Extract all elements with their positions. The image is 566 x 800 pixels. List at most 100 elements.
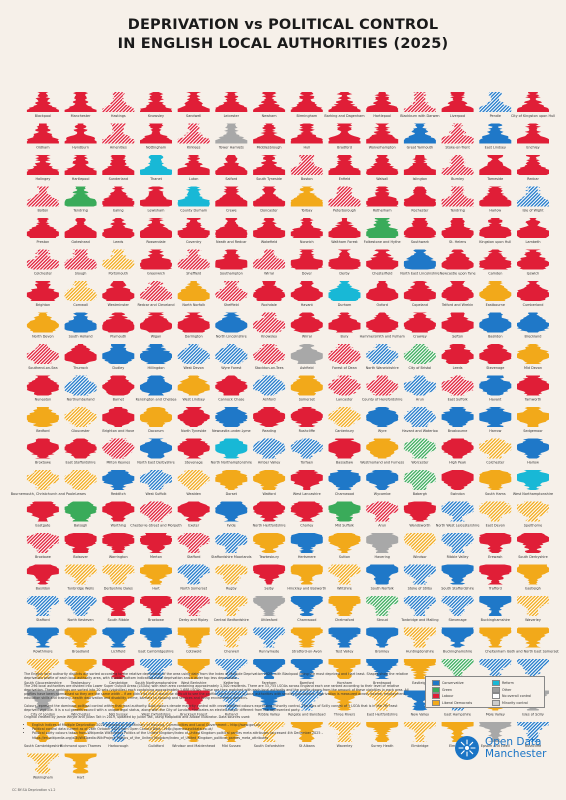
- deprivation-profile-shape: [64, 92, 97, 112]
- deprivation-profile-shape: [140, 501, 172, 522]
- authority-cell: Rutland: [215, 690, 248, 717]
- deprivation-profile-shape: [328, 596, 361, 616]
- authority-cell: Buckinghamshire: [441, 627, 474, 654]
- authority-label: Middlesbrough: [257, 146, 282, 150]
- authority-label: Worcester: [411, 461, 429, 465]
- authority-cell: Bedford: [26, 407, 59, 433]
- authority-cell: Lewisham: [140, 186, 172, 213]
- deprivation-profile-shape: [479, 501, 512, 522]
- deprivation-profile-shape: [517, 659, 549, 679]
- authority-cell: South Hams: [479, 470, 512, 496]
- authority-label: Mid Sussex: [222, 744, 241, 748]
- authority-label: Wakefield: [261, 240, 277, 244]
- authority-label: Wycombe: [374, 492, 391, 496]
- authority-label: Tunbridge Wells: [66, 587, 94, 591]
- deprivation-profile-shape: [215, 501, 248, 522]
- authority-label: Fareham: [262, 681, 277, 685]
- authority-label: East Suffolk: [448, 398, 468, 402]
- authority-cell: Norwich: [290, 218, 323, 244]
- authority-cell: North East Lincolnshire: [400, 249, 440, 276]
- deprivation-profile-shape: [64, 249, 97, 270]
- authority-label: Watford: [262, 492, 275, 496]
- authority-cell: Camden: [479, 249, 512, 276]
- authority-label: Sandwell: [186, 114, 201, 118]
- authority-cell: Broadland: [64, 627, 97, 654]
- deprivation-profile-shape: [64, 407, 97, 427]
- authority-label: Stockton-on-Tees: [255, 366, 284, 370]
- deprivation-profile-shape: [26, 375, 59, 396]
- deprivation-profile-shape: [290, 186, 323, 207]
- deprivation-profile-shape: [328, 659, 361, 679]
- authority-cell: Sefton: [441, 312, 474, 339]
- deprivation-profile-shape: [403, 186, 436, 207]
- deprivation-profile-shape: [177, 186, 210, 207]
- deprivation-profile-shape: [290, 312, 323, 333]
- authority-cell: Hertsmere: [290, 533, 323, 559]
- authority-label: New Valley: [411, 713, 430, 717]
- authority-cell: West Suffolk: [140, 470, 172, 496]
- authority-label: Epsom and Ewell: [481, 744, 510, 748]
- authority-label: Barnet: [113, 398, 125, 402]
- deprivation-profile-shape: [177, 344, 210, 364]
- deprivation-profile-shape: [441, 564, 474, 585]
- authority-cell: South Derbyshire: [517, 533, 549, 559]
- authority-label: Burnley: [451, 177, 464, 181]
- authority-cell: Redcar and Cleveland: [137, 281, 175, 307]
- authority-label: Lancaster: [336, 398, 353, 402]
- authority-label: Merton: [150, 555, 162, 559]
- deprivation-profile-shape: [290, 501, 323, 522]
- authority-label: Swindon: [450, 492, 464, 496]
- authority-label: East Staffordshire: [66, 461, 96, 465]
- authority-label: Blackpool: [35, 114, 51, 118]
- authority-label: Tewkesbury: [258, 555, 279, 559]
- authority-label: Norwich: [300, 240, 314, 244]
- authority-cell: Selby: [253, 564, 286, 591]
- authority-label: South Ribble: [108, 618, 130, 622]
- authority-cell: Ashfield: [290, 344, 323, 370]
- deprivation-profile-shape: [26, 627, 59, 648]
- authority-label: Redcar: [527, 177, 539, 181]
- authority-cell: Cheltenham: [479, 627, 512, 654]
- authority-label: Harrow: [489, 429, 501, 433]
- deprivation-profile-shape: [140, 659, 172, 679]
- authority-cell: Sutton: [328, 533, 361, 559]
- authority-cell: Mid Suffolk: [328, 501, 361, 528]
- authority-label: Thurrock: [72, 366, 88, 370]
- deprivation-profile-shape: [479, 375, 512, 396]
- deprivation-profile-shape: [441, 627, 474, 648]
- authority-label: Harborough: [108, 744, 128, 748]
- deprivation-profile-shape: [366, 249, 399, 270]
- authority-cell: Derby: [328, 249, 361, 276]
- authority-cell: City of Bristol: [403, 344, 436, 370]
- authority-label: Mid Sussex: [109, 713, 128, 717]
- deprivation-profile-shape: [253, 438, 286, 459]
- authority-cell: Arun: [403, 375, 436, 402]
- brand-name: Open Data Manchester: [485, 736, 547, 760]
- deprivation-profile-shape: [140, 281, 172, 301]
- authority-cell: South Norfolk: [366, 564, 399, 591]
- authority-label: Cornwall: [73, 303, 88, 307]
- authority-cell: Tendring: [64, 186, 97, 213]
- authority-label: Stratford-on-Avon: [292, 650, 322, 654]
- authority-cell: County of Herefordshire: [362, 375, 402, 402]
- deprivation-profile-shape: [64, 344, 97, 364]
- authority-cell: Epsom and Ewell: [479, 722, 512, 748]
- deprivation-profile-shape: [177, 564, 210, 585]
- deprivation-profile-shape: [517, 375, 549, 396]
- deprivation-profile-shape: [102, 438, 135, 459]
- deprivation-profile-shape: [479, 312, 512, 333]
- authority-cell: Bracknell Forest: [177, 690, 210, 717]
- deprivation-profile-shape: [26, 281, 59, 301]
- authority-label: Broxtowe: [35, 555, 51, 559]
- deprivation-profile-shape: [328, 533, 361, 553]
- authority-cell: Cornwall: [64, 281, 97, 307]
- authority-label: Eastleigh: [525, 587, 541, 591]
- authority-cell: Basildon: [26, 564, 59, 591]
- authority-label: Hull: [304, 146, 311, 150]
- deprivation-profile-shape: [26, 596, 59, 616]
- authority-label: Bournemouth, Christchurch and Poole: [11, 492, 75, 496]
- authority-label: Crawley: [413, 335, 427, 339]
- authority-cell: Plymouth: [102, 312, 135, 339]
- authority-cell: Stafford: [177, 533, 210, 559]
- authority-cell: Greenwich: [140, 249, 172, 276]
